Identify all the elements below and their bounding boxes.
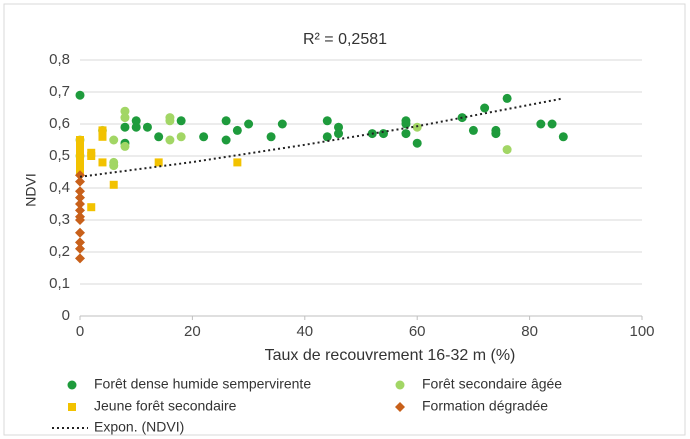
point [502, 145, 512, 155]
x-axis-label: Taux de recouvrement 16-32 m (%) [265, 347, 516, 364]
point [75, 186, 85, 197]
point [120, 122, 130, 132]
point [75, 205, 85, 216]
point [165, 135, 175, 145]
point [109, 135, 119, 145]
point [120, 106, 130, 116]
legend-label: Forêt secondaire âgée [422, 376, 562, 392]
point [221, 135, 231, 145]
legend-marker [68, 403, 76, 411]
point [120, 141, 130, 151]
point [244, 119, 254, 129]
point [558, 132, 568, 142]
point [480, 103, 490, 113]
point [277, 119, 287, 129]
y-tick-label: 0,4 [49, 179, 70, 196]
point [98, 132, 107, 141]
x-tick-label: 100 [629, 323, 654, 340]
legend-marker [395, 402, 405, 412]
point [75, 237, 85, 248]
point [334, 122, 344, 132]
point [98, 158, 107, 167]
point [176, 116, 186, 126]
point [75, 170, 85, 181]
legend-label: Jeune forêt secondaire [94, 398, 237, 414]
point [75, 199, 85, 209]
point [199, 132, 209, 142]
point [76, 142, 84, 151]
y-tick-label: 0,7 [49, 83, 70, 100]
legend-marker [395, 380, 405, 390]
point [154, 158, 163, 167]
point [232, 125, 242, 135]
point [131, 122, 141, 132]
point [109, 180, 118, 189]
x-tick-label: 0 [76, 323, 84, 340]
y-tick-label: 0 [62, 307, 70, 324]
y-tick-label: 0,6 [49, 115, 70, 132]
chart-title: R² = 0,2581 [303, 31, 387, 48]
point [468, 125, 478, 135]
point [142, 122, 152, 132]
point [131, 116, 141, 126]
y-tick-label: 0,8 [49, 51, 70, 68]
x-tick-label: 40 [296, 323, 313, 340]
trendline [79, 97, 564, 178]
point [75, 227, 85, 238]
legend-marker [67, 380, 77, 390]
point [75, 176, 85, 187]
point [547, 119, 557, 129]
point [502, 93, 512, 103]
point [76, 161, 84, 170]
point [75, 215, 85, 225]
point [76, 155, 84, 164]
y-tick-label: 0,5 [49, 147, 70, 164]
point [176, 132, 186, 142]
point [87, 203, 96, 212]
point [76, 136, 84, 144]
legend-label: Formation dégradée [422, 398, 548, 414]
point [322, 132, 332, 142]
y-tick-label: 0,1 [49, 275, 70, 292]
y-axis-label: NDVI [23, 173, 39, 206]
y-tick-label: 0,2 [49, 243, 70, 260]
point [154, 132, 164, 142]
x-tick-label: 80 [521, 323, 538, 340]
point [76, 148, 84, 157]
point [165, 116, 175, 126]
point [221, 116, 231, 126]
point [109, 161, 119, 171]
x-tick-label: 60 [409, 323, 426, 340]
point [75, 243, 85, 254]
point [120, 113, 130, 123]
x-tick-label: 20 [184, 323, 201, 340]
point [378, 129, 388, 139]
point [334, 129, 344, 139]
point [536, 119, 546, 129]
point [75, 192, 85, 203]
point [233, 158, 242, 167]
point [87, 152, 96, 160]
legend-label: Forêt dense humide sempervirente [94, 376, 311, 392]
y-tick-label: 0,3 [49, 211, 70, 228]
point [401, 119, 411, 129]
point [266, 132, 276, 142]
point [401, 129, 411, 139]
legend-label: Expon. (NDVI) [94, 419, 184, 435]
point [75, 90, 85, 100]
point [75, 253, 85, 264]
point [98, 126, 107, 135]
point [491, 129, 501, 139]
point [322, 116, 332, 126]
point [412, 138, 422, 148]
